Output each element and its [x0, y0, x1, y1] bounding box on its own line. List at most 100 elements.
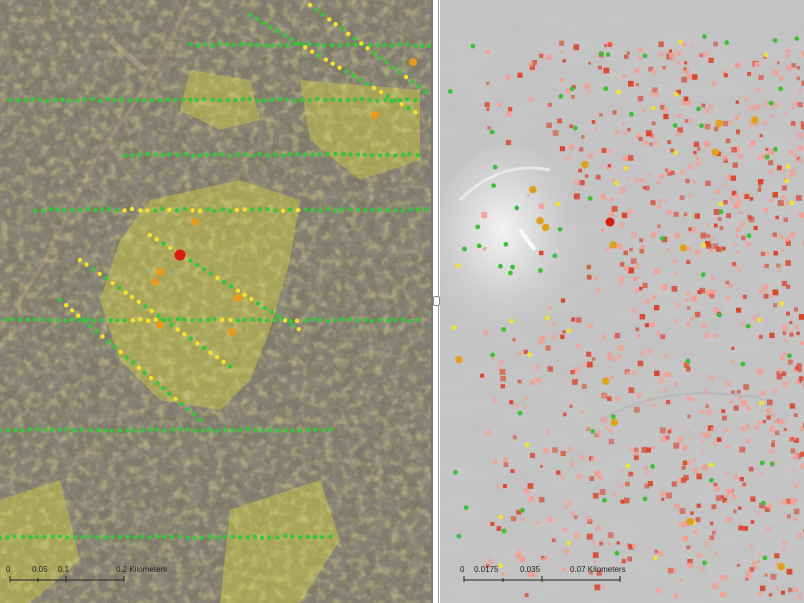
classified-cell [709, 535, 715, 540]
sample-point [590, 429, 595, 434]
survey-point-medium [151, 278, 159, 286]
classified-cell [715, 189, 720, 194]
survey-point [116, 285, 122, 290]
classified-cell [687, 562, 694, 569]
right-map-panel[interactable]: 0 0.0175 0.035 0.07 Kilometers [440, 0, 804, 603]
survey-point [287, 318, 293, 323]
classified-cell [523, 349, 528, 354]
classified-cell [796, 66, 801, 70]
classified-cell [505, 140, 512, 146]
classified-cell [652, 295, 657, 300]
sample-point [605, 52, 611, 58]
classified-cell [797, 368, 802, 372]
classified-cell [677, 436, 684, 442]
classified-cell [650, 445, 655, 450]
survey-point [103, 428, 108, 433]
classified-cell [579, 147, 584, 152]
left-map-panel[interactable]: 0 0.05 0.1 0.2 Kilometers [0, 0, 431, 603]
survey-point [298, 428, 303, 433]
classified-cell [792, 453, 799, 460]
survey-point [50, 534, 56, 539]
survey-point [210, 43, 215, 49]
classified-cell [778, 75, 784, 81]
classified-cell [723, 73, 728, 78]
classified-cell [741, 322, 747, 327]
classified-cell [670, 56, 676, 62]
survey-point [355, 152, 361, 157]
survey-point [262, 305, 268, 310]
survey-point [355, 207, 361, 212]
classified-cell [597, 474, 603, 481]
classified-cell [568, 461, 575, 467]
sample-point-high [605, 217, 615, 227]
classified-cell [704, 108, 709, 114]
survey-point [221, 359, 226, 365]
classified-cell [652, 231, 657, 235]
classified-cell [697, 147, 701, 151]
survey-point [217, 41, 222, 47]
survey-point [303, 45, 308, 50]
survey-point [247, 12, 253, 18]
mound-feature [440, 145, 585, 335]
survey-point [407, 151, 412, 157]
survey-point [188, 42, 193, 47]
hillshade-map[interactable] [440, 0, 804, 603]
survey-point [147, 232, 153, 238]
classified-cell [749, 567, 755, 572]
classified-cell [671, 481, 677, 487]
classified-cell [673, 318, 679, 324]
survey-point [201, 267, 207, 272]
classified-cell [796, 76, 801, 81]
panel-divider[interactable] [431, 0, 440, 603]
classified-cell [557, 565, 562, 570]
classified-cell [687, 460, 692, 466]
survey-point [125, 534, 131, 539]
classified-cell [789, 168, 794, 173]
splitter-handle[interactable] [433, 296, 440, 306]
classified-cell [559, 40, 565, 46]
survey-point [261, 20, 266, 26]
survey-point [371, 85, 377, 91]
classified-cell [800, 451, 804, 457]
survey-point [368, 42, 373, 48]
classified-cell [734, 116, 739, 120]
survey-point [400, 317, 405, 322]
classified-cell [623, 497, 630, 504]
survey-point [105, 97, 111, 102]
classified-cell [776, 61, 780, 65]
survey-point [309, 49, 315, 54]
classified-cell [663, 353, 669, 358]
aerial-map[interactable] [0, 0, 431, 603]
classified-cell [741, 235, 746, 241]
survey-point [100, 334, 105, 339]
survey-point [55, 207, 60, 212]
survey-point [269, 309, 274, 315]
classified-cell [618, 276, 625, 282]
survey-point [132, 428, 138, 433]
classified-cell [723, 183, 728, 188]
classified-cell [687, 558, 693, 565]
classified-cell [729, 120, 733, 124]
survey-point [5, 535, 10, 540]
classified-cell [661, 284, 668, 290]
classified-cell [683, 68, 689, 74]
classified-cell [722, 592, 727, 596]
classified-cell [762, 420, 766, 424]
classified-cell [769, 332, 775, 339]
classified-cell [722, 120, 729, 127]
classified-cell [658, 377, 665, 384]
survey-point [219, 152, 225, 157]
survey-point [119, 97, 125, 102]
survey-point [72, 428, 77, 433]
survey-point [296, 327, 301, 332]
survey-point [344, 69, 349, 75]
classified-cell [655, 587, 661, 593]
classified-cell [658, 41, 664, 47]
classified-cell [782, 548, 786, 552]
classified-cell [621, 558, 626, 564]
classified-cell [754, 424, 759, 430]
classified-cell [645, 130, 652, 137]
survey-point [198, 208, 203, 213]
classified-cell [783, 351, 787, 356]
classified-cell [552, 447, 558, 453]
